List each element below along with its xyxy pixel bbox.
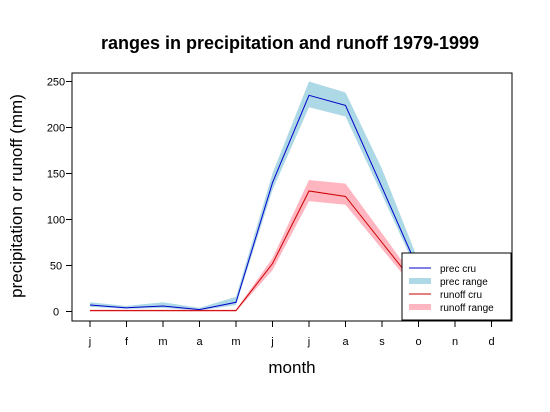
legend-label-runoff-range: runoff range — [440, 303, 494, 314]
y-axis-label: precipitation or runoff (mm) — [7, 94, 26, 298]
x-tick-label: j — [270, 336, 273, 348]
x-tick-label: f — [125, 336, 129, 348]
legend-label-prec-range: prec range — [440, 277, 488, 288]
x-tick-label: j — [307, 336, 310, 348]
legend-label-runoff-cru: runoff cru — [440, 290, 482, 301]
y-tick-label: 250 — [47, 77, 65, 89]
x-tick-label: n — [452, 336, 458, 348]
x-tick-label: m — [158, 336, 167, 348]
x-tick-label: a — [196, 336, 203, 348]
x-tick-label: j — [88, 336, 91, 348]
x-tick-label: m — [231, 336, 240, 348]
chart-title: ranges in precipitation and runoff 1979-… — [101, 33, 479, 53]
x-tick-label: o — [415, 336, 421, 348]
y-tick-label: 200 — [47, 123, 65, 135]
x-tick-label: s — [379, 336, 385, 348]
x-tick-label: d — [488, 336, 494, 348]
y-tick-label: 0 — [53, 307, 59, 319]
y-tick-label: 100 — [47, 215, 65, 227]
x-tick-label: a — [342, 336, 349, 348]
y-tick-label: 50 — [50, 261, 62, 273]
legend: prec cru prec range runoff cru runoff range — [401, 252, 512, 321]
y-tick-label: 150 — [47, 169, 65, 181]
y-axis: 0 50 100 150 200 250 — [47, 77, 73, 319]
x-axis-label: month — [268, 358, 315, 377]
legend-label-prec-cru: prec cru — [440, 264, 476, 275]
